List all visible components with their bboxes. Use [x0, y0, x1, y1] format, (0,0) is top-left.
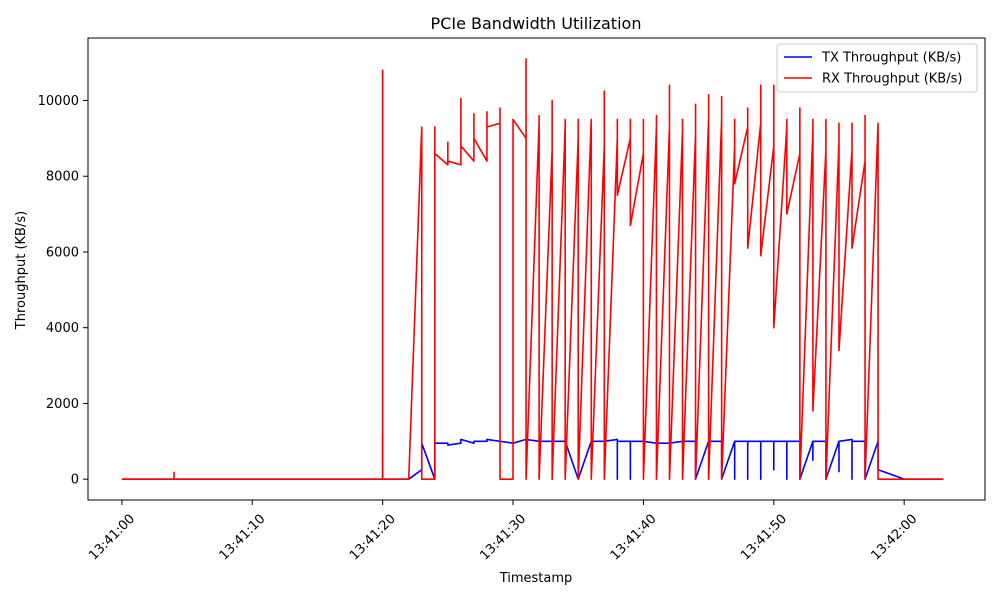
plot-frame	[87, 37, 986, 501]
series-layer	[121, 58, 944, 480]
x-tick-label: 13:42:00	[868, 512, 920, 564]
series-line-rx	[121, 58, 944, 480]
y-tick-label: 6000	[46, 245, 79, 260]
x-tick-label: 13:41:50	[738, 512, 790, 564]
x-tick-label: 13:41:40	[608, 512, 660, 564]
chart-title: PCIe Bandwidth Utilization	[431, 14, 642, 33]
y-tick-label: 10000	[38, 94, 79, 109]
legend: TX Throughput (KB/s) RX Throughput (KB/s)	[776, 43, 978, 93]
legend-box	[776, 43, 978, 93]
x-axis: 13:41:00 13:41:10 13:41:20 13:41:30 13:41:40…	[86, 500, 920, 563]
legend-label-tx: TX Throughput (KB/s)	[821, 51, 961, 66]
y-axis: 0 2000 4000 6000 8000 10000	[38, 94, 88, 488]
x-axis-title: Timestamp	[499, 571, 573, 586]
x-tick-label: 13:41:10	[217, 512, 269, 564]
y-tick-label: 4000	[46, 321, 79, 336]
x-tick-label: 13:41:00	[86, 512, 138, 564]
y-axis-title: Throughput (KB/s)	[14, 211, 29, 330]
y-tick-label: 0	[71, 473, 79, 488]
x-tick-label: 13:41:30	[477, 512, 529, 564]
series-line-tx	[121, 436, 944, 480]
y-tick-label: 2000	[46, 397, 79, 412]
x-tick-label: 13:41:20	[347, 512, 399, 564]
legend-label-rx: RX Throughput (KB/s)	[822, 72, 962, 87]
y-tick-label: 8000	[46, 170, 79, 185]
